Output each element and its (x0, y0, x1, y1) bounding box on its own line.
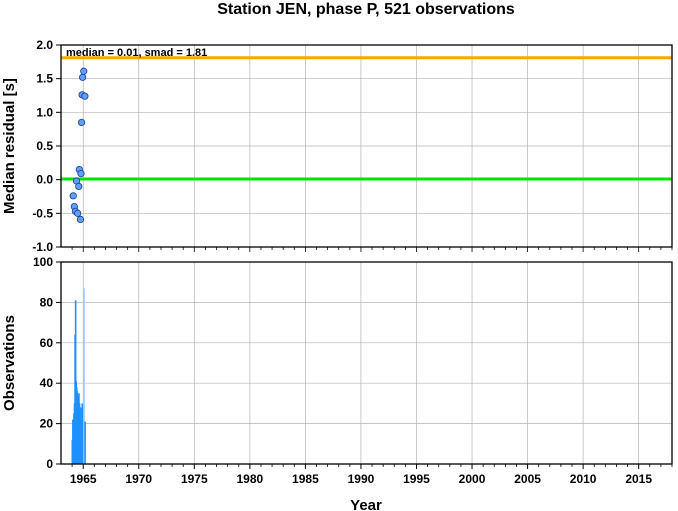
residual-point-13 (81, 92, 89, 100)
residual-points (69, 67, 89, 223)
residual-y-ticks: -1.0 -0.5 0.0 0.5 1.0 1.5 2.0 (32, 38, 673, 254)
residual-point-5 (75, 182, 83, 190)
year-tick-label-0: 1965 (70, 472, 97, 486)
residual-ytick-label-5: 1.5 (36, 72, 53, 86)
year-tick-label-7: 2000 (459, 472, 486, 486)
observations-ytick-label-1: 20 (40, 417, 54, 431)
observation-bar-21 (84, 421, 86, 464)
observations-ytick-label-2: 40 (40, 376, 54, 390)
residual-grid (61, 44, 672, 248)
year-tick-label-6: 1995 (403, 472, 430, 486)
stats-annotation: median = 0.01, smad = 1.81 (66, 47, 207, 59)
observations-ytick-label-3: 60 (40, 336, 54, 350)
residual-ytick-label-3: 0.5 (36, 139, 53, 153)
residual-ytick-label-4: 1.0 (36, 105, 53, 119)
year-tick-label-9: 2010 (570, 472, 597, 486)
observations-ytick-label-4: 80 (40, 295, 54, 309)
observations-panel: 0 20 40 60 80 100 1965 1970 1975 1980 1985 1990 199… (1, 255, 673, 511)
residual-point-9 (77, 118, 86, 127)
year-tick-label-5: 1990 (348, 472, 375, 486)
observation-bars (71, 288, 86, 464)
observations-ytick-label-0: 0 (46, 457, 53, 471)
year-tick-label-10: 2015 (625, 472, 652, 486)
residual-point-8 (77, 170, 85, 178)
reference-lines (61, 56, 672, 181)
residual-point-4 (74, 209, 82, 217)
year-tick-label-4: 1985 (292, 472, 319, 486)
residual-panel: -1.0 -0.5 0.0 0.5 1.0 1.5 2.0 median = 0.01, s… (1, 38, 673, 254)
observations-y-ticks: 0 20 40 60 80 100 (33, 255, 61, 471)
residual-point-11 (79, 73, 87, 81)
year-ticks: 1965 1970 1975 1980 1985 1990 1995 2000 2005 2010… (70, 464, 673, 486)
residual-ytick-label-0: -1.0 (32, 240, 53, 254)
residual-ytick-label-6: 2.0 (36, 38, 53, 52)
observation-bar-19 (82, 439, 84, 464)
residual-point-7 (76, 215, 85, 223)
residual-point-12 (80, 67, 88, 75)
observation-bar-20 (83, 288, 85, 464)
observations-y-label: Observations (1, 315, 18, 411)
residual-ytick-label-2: 0.0 (36, 173, 53, 187)
residual-point-0 (69, 192, 77, 200)
observations-frame (60, 261, 673, 465)
x-axis-label: Year (350, 497, 382, 511)
year-tick-label-3: 1980 (237, 472, 264, 486)
year-tick-label-1: 1970 (125, 472, 152, 486)
residual-ytick-label-1: -0.5 (32, 206, 53, 220)
observations-grid (61, 261, 672, 465)
year-tick-label-8: 2005 (514, 472, 541, 486)
observations-ytick-label-5: 100 (33, 255, 53, 269)
residual-frame (60, 44, 673, 248)
residual-y-label: Median residual [s] (1, 78, 18, 214)
year-tick-label-2: 1975 (181, 472, 208, 486)
chart-title: Station JEN, phase P, 521 observations (217, 1, 515, 18)
observation-bar-18 (81, 403, 84, 464)
